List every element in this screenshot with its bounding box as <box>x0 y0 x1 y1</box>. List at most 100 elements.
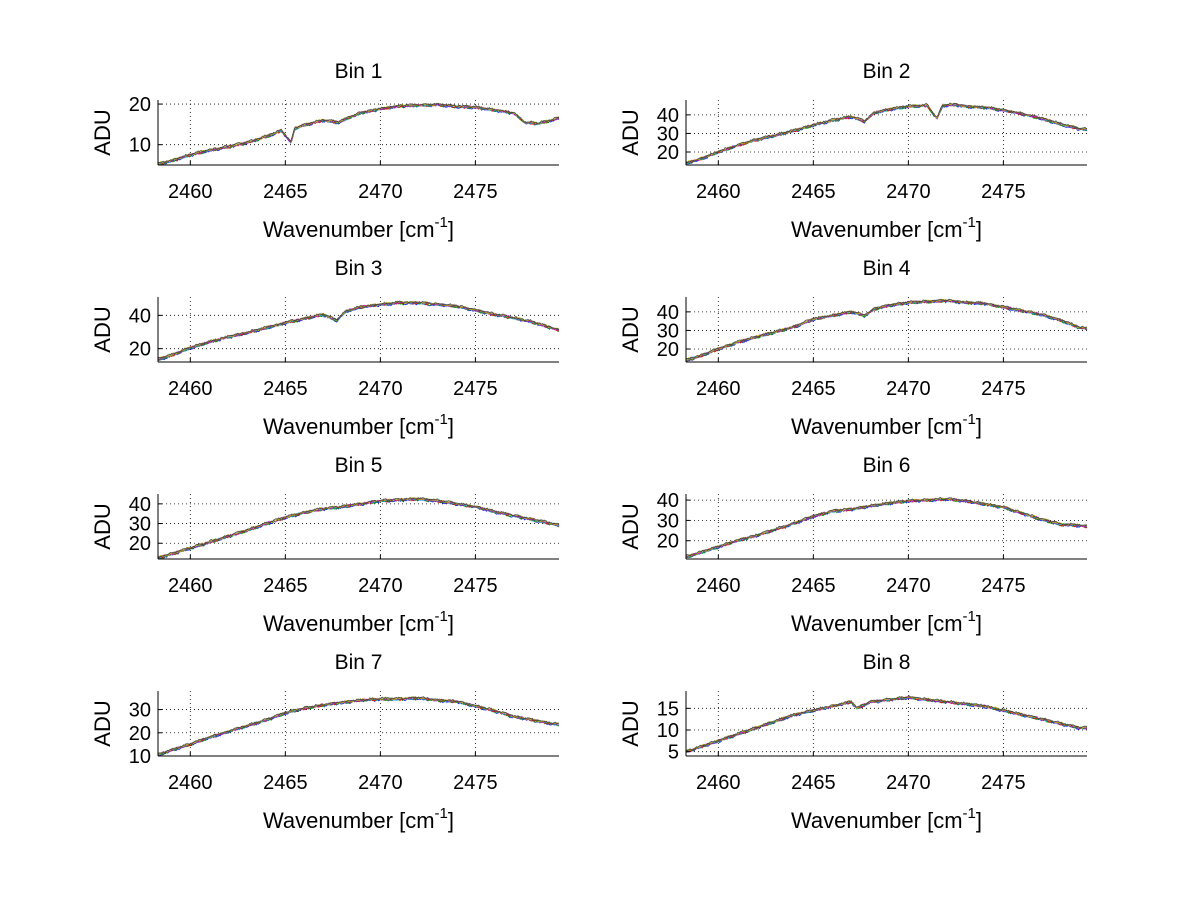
x-axis-label-main: Wavenumber [cm <box>263 611 435 636</box>
y-tick-label: 30 <box>129 514 151 536</box>
x-tick-label: 2475 <box>453 575 498 597</box>
series-line-3 <box>686 103 1087 164</box>
series-line-4 <box>686 103 1087 165</box>
y-axis-label: ADU <box>618 109 643 155</box>
subplot-title: Bin 4 <box>863 257 911 280</box>
x-tick-label: 2460 <box>168 181 213 203</box>
x-tick-label: 2465 <box>791 575 836 597</box>
series-line-6 <box>158 696 559 755</box>
y-tick-label: 40 <box>657 302 679 324</box>
series-line-4 <box>158 497 559 559</box>
x-tick-label: 2475 <box>981 575 1026 597</box>
series-line-6 <box>158 300 559 360</box>
x-axis-label-close: ] <box>448 217 454 242</box>
x-axis-label-main: Wavenumber [cm <box>791 611 963 636</box>
series-line-7 <box>686 695 1087 752</box>
x-tick-label: 2460 <box>696 181 741 203</box>
x-axis-label-main: Wavenumber [cm <box>791 414 963 439</box>
series-line-2 <box>686 696 1087 753</box>
series-line-4 <box>158 301 559 361</box>
x-tick-label: 2460 <box>696 772 741 794</box>
series-group <box>686 497 1087 559</box>
y-tick-label: 30 <box>657 123 679 145</box>
x-axis-label: Wavenumber [cm-1] <box>791 411 982 439</box>
x-axis-label-close: ] <box>448 808 454 833</box>
series-line-2 <box>686 103 1087 165</box>
series-line-2 <box>686 498 1087 559</box>
series-line-2 <box>158 498 559 559</box>
y-axis-label: ADU <box>618 306 643 352</box>
y-tick-label: 40 <box>129 305 151 327</box>
x-tick-label: 2475 <box>981 181 1026 203</box>
x-axis-label-sup: -1 <box>435 411 448 428</box>
subplot-3: 2460 2465 2470 2475 20 40 Bin 3 Wavenumber [cm-… <box>90 257 559 439</box>
x-tick-label: 2475 <box>453 378 498 400</box>
x-tick-label: 2470 <box>886 772 931 794</box>
x-tick-label: 2470 <box>358 772 403 794</box>
series-line-3 <box>158 498 559 559</box>
y-tick-label: 20 <box>657 142 679 164</box>
series-line-6 <box>158 102 559 164</box>
y-tick-label: 10 <box>657 720 679 742</box>
series-line-2 <box>158 301 559 361</box>
series-line-4 <box>686 696 1087 753</box>
subplot-title: Bin 3 <box>335 257 383 280</box>
series-group <box>686 298 1087 362</box>
x-tick-label: 2470 <box>886 378 931 400</box>
y-tick-label: 30 <box>657 510 679 532</box>
y-tick-label: 40 <box>129 494 151 516</box>
y-tick-label: 20 <box>657 339 679 361</box>
x-tick-label: 2475 <box>981 772 1026 794</box>
series-line-1 <box>158 697 559 756</box>
x-tick-label: 2470 <box>886 181 931 203</box>
series-line-3 <box>686 696 1087 752</box>
x-tick-label: 2470 <box>358 378 403 400</box>
series-group <box>158 300 559 362</box>
series-line-7 <box>158 102 559 164</box>
series-line-7 <box>686 298 1087 360</box>
x-axis-label: Wavenumber [cm-1] <box>791 805 982 833</box>
x-axis-label: Wavenumber [cm-1] <box>791 608 982 636</box>
series-line-7 <box>686 102 1087 163</box>
y-axis-label: ADU <box>618 700 643 746</box>
x-axis-label-sup: -1 <box>963 805 976 822</box>
y-tick-label: 30 <box>657 320 679 342</box>
x-tick-label: 2465 <box>263 772 308 794</box>
x-axis-label-sup: -1 <box>963 608 976 625</box>
subplot-title: Bin 5 <box>335 454 383 477</box>
y-tick-label: 20 <box>129 533 151 555</box>
y-tick-label: 5 <box>668 742 679 764</box>
series-line-6 <box>686 696 1087 752</box>
x-tick-label: 2465 <box>263 181 308 203</box>
subplot-title: Bin 8 <box>863 651 911 674</box>
series-group <box>158 696 559 756</box>
x-tick-label: 2475 <box>981 378 1026 400</box>
series-line-3 <box>158 697 559 756</box>
x-axis-label-main: Wavenumber [cm <box>263 414 435 439</box>
series-line-6 <box>158 497 559 558</box>
subplot-title: Bin 6 <box>863 454 911 477</box>
y-axis-label: ADU <box>90 700 115 746</box>
series-group <box>158 496 559 559</box>
series-line-7 <box>158 696 559 754</box>
x-axis-label-sup: -1 <box>963 214 976 231</box>
y-axis-label: ADU <box>90 306 115 352</box>
x-axis-label: Wavenumber [cm-1] <box>263 608 454 636</box>
series-line-5 <box>158 300 559 361</box>
x-axis-label-close: ] <box>976 611 982 636</box>
y-axis-label: ADU <box>618 503 643 549</box>
series-line-1 <box>158 301 559 361</box>
x-axis-label: Wavenumber [cm-1] <box>263 214 454 242</box>
x-axis-label-sup: -1 <box>435 214 448 231</box>
y-tick-label: 20 <box>129 94 151 116</box>
x-tick-label: 2475 <box>453 181 498 203</box>
series-group <box>686 102 1087 165</box>
x-axis-label-close: ] <box>976 808 982 833</box>
x-tick-label: 2460 <box>696 575 741 597</box>
series-line-5 <box>158 696 559 755</box>
series-line-5 <box>686 696 1087 753</box>
x-tick-label: 2460 <box>696 378 741 400</box>
